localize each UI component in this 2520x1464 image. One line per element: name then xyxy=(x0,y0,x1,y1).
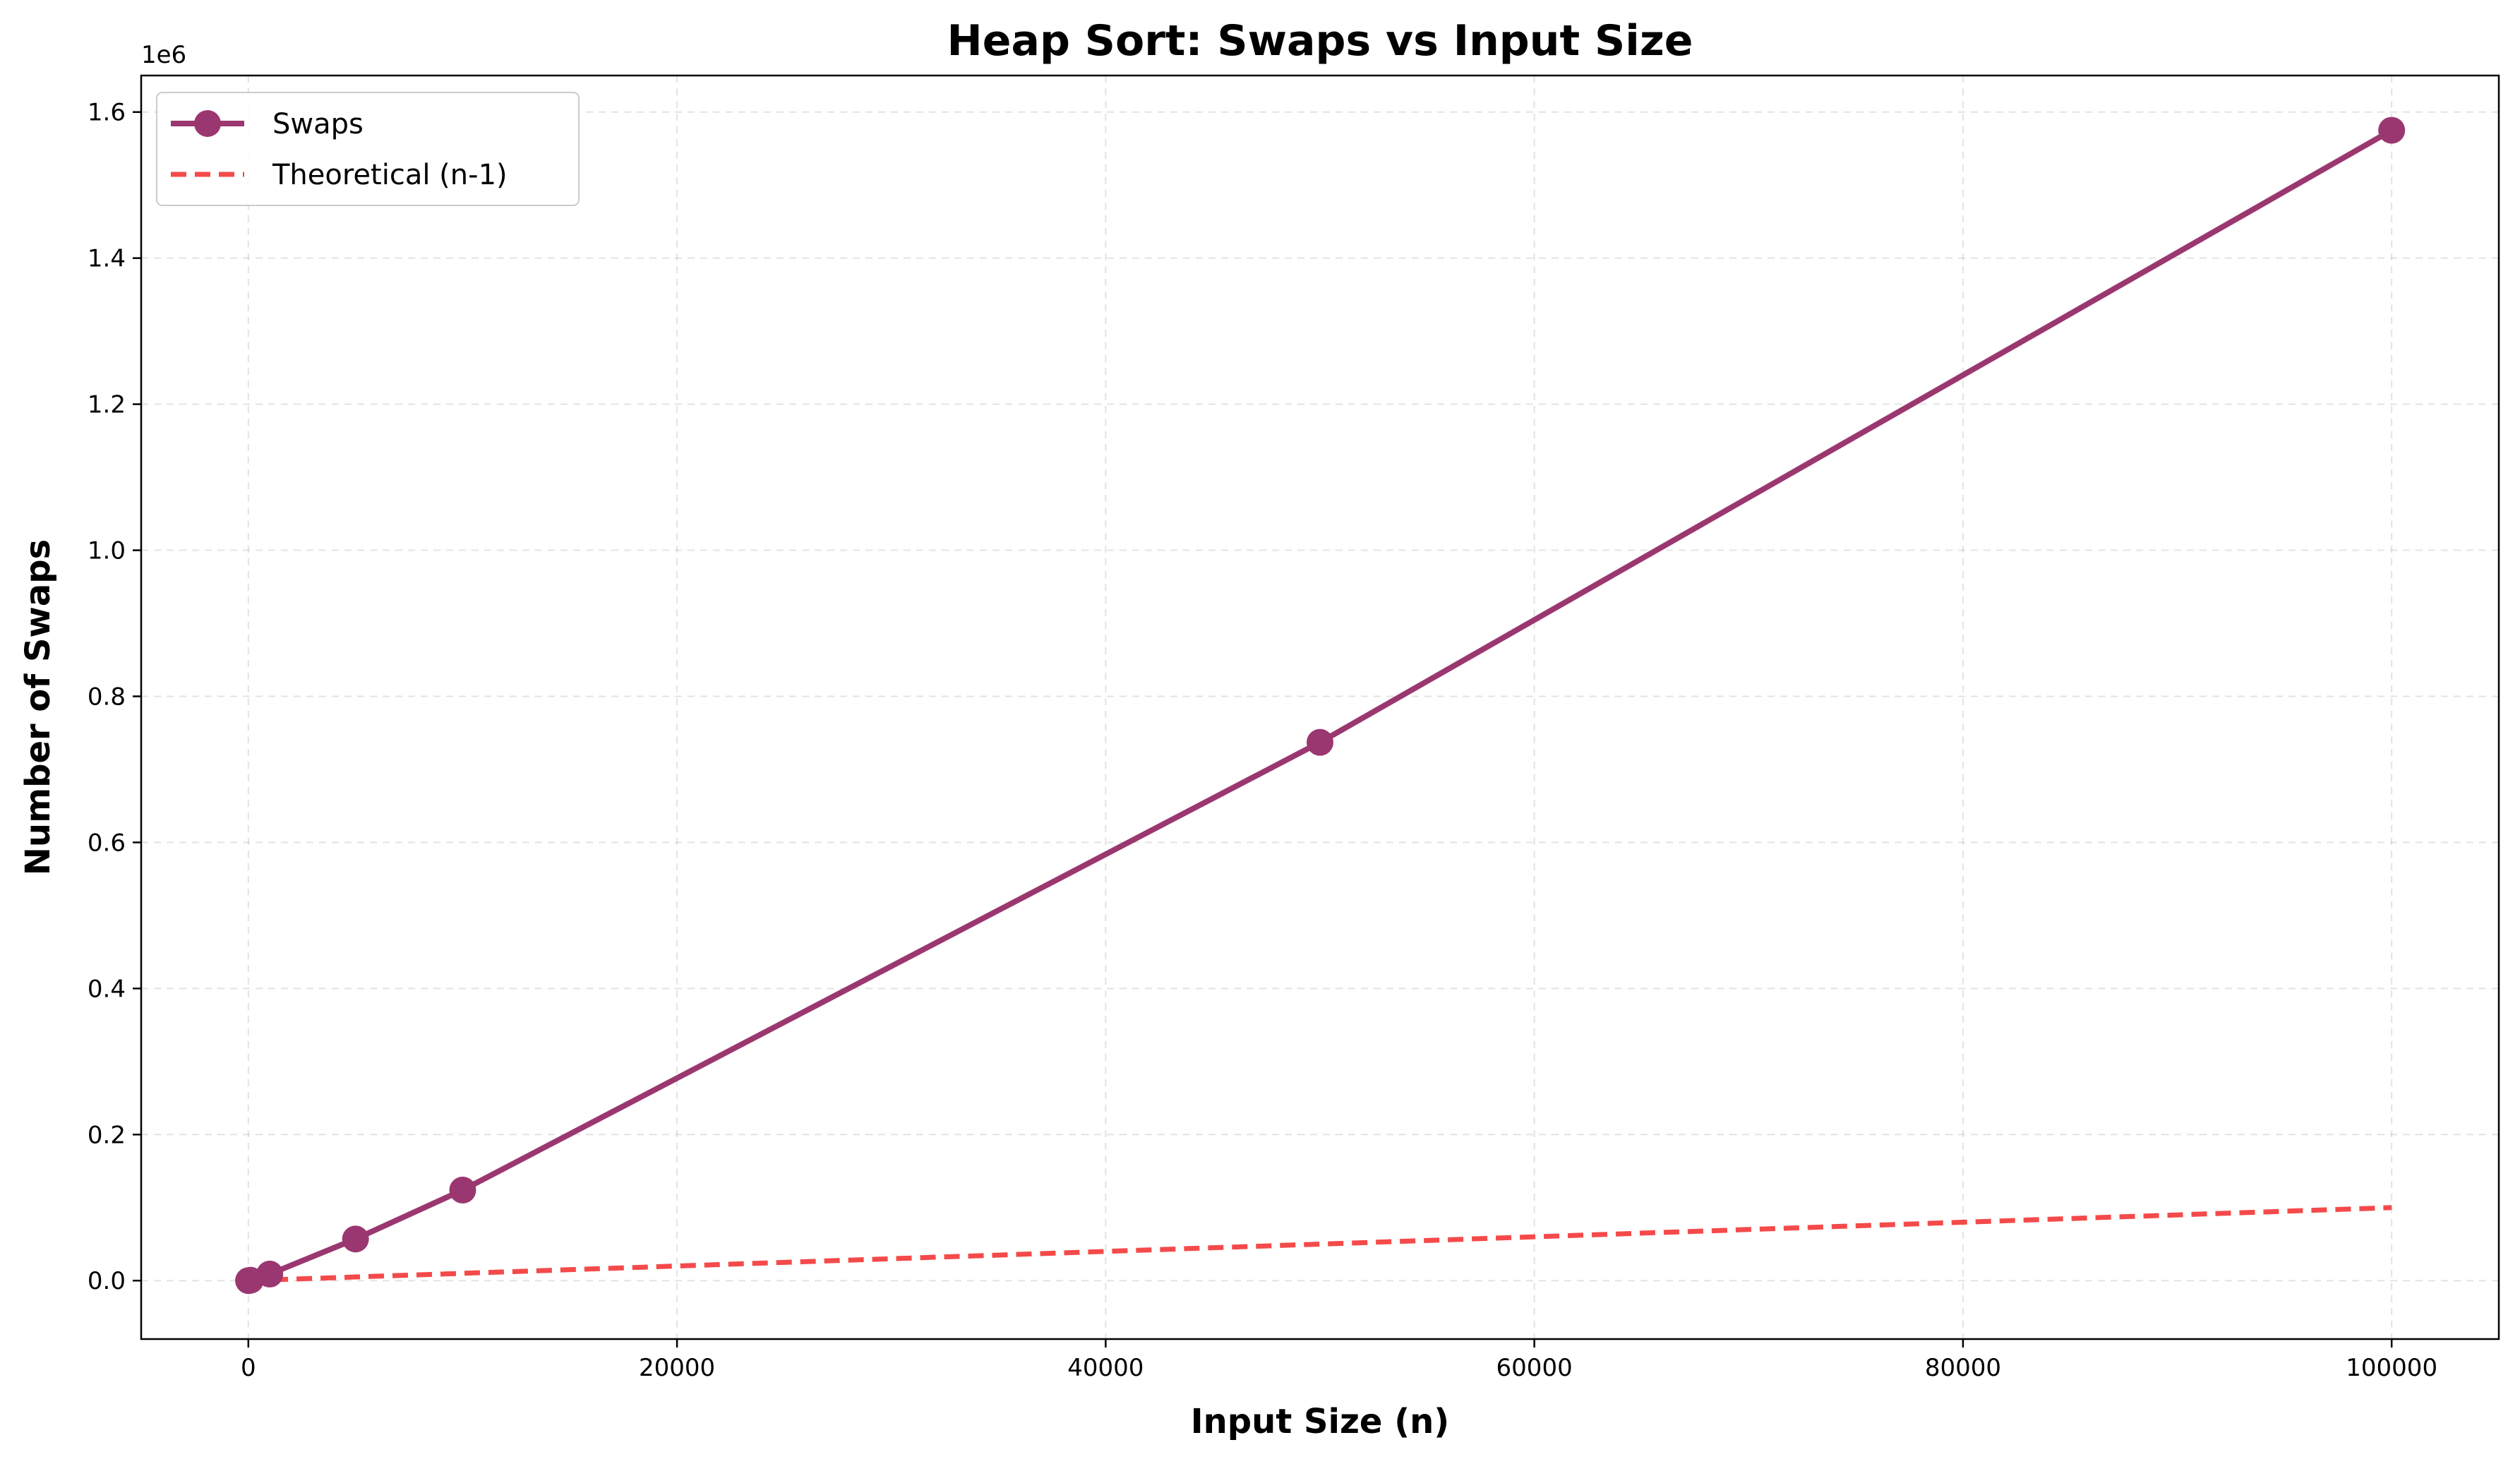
y-tick-label: 1.2 xyxy=(88,391,126,419)
y-tick-label: 0.8 xyxy=(88,683,126,711)
y-tick-label: 1.0 xyxy=(88,537,126,565)
y-tick-label: 0.2 xyxy=(88,1121,126,1149)
x-tick-label: 100000 xyxy=(2346,1354,2437,1382)
x-tick-label: 40000 xyxy=(1067,1354,1144,1382)
x-tick-label: 20000 xyxy=(639,1354,715,1382)
plot-frame xyxy=(140,74,2500,1340)
y-tick-label: 0.4 xyxy=(88,975,126,1003)
data-point-swaps xyxy=(256,1260,284,1288)
y-axis-title: Number of Swaps xyxy=(18,539,58,875)
x-tick-label: 0 xyxy=(241,1354,256,1382)
legend: Swaps Theoretical (n-1) xyxy=(156,92,580,206)
legend-marker-swaps xyxy=(194,110,221,137)
ticks: 0 20000 40000 60000 80000 100000 0.0 0.2 0.4 0.6 0… xyxy=(88,99,2437,1382)
x-tick-label: 80000 xyxy=(1925,1354,2001,1382)
x-axis-title: Input Size (n) xyxy=(1191,1402,1450,1441)
legend-label-swaps: Swaps xyxy=(272,108,364,140)
y-offset-label: 1e6 xyxy=(141,41,186,69)
y-tick-label: 1.4 xyxy=(88,245,126,273)
y-tick-label: 1.6 xyxy=(88,99,126,127)
chart-title: Heap Sort: Swaps vs Input Size xyxy=(947,16,1693,66)
series-layer xyxy=(235,116,2406,1295)
data-point-swaps xyxy=(2378,116,2406,144)
data-point-swaps xyxy=(342,1225,369,1253)
y-tick-label: 0.0 xyxy=(88,1267,126,1295)
data-point-swaps xyxy=(449,1176,476,1204)
y-tick-label: 0.6 xyxy=(88,829,126,857)
data-point-swaps xyxy=(1307,728,1333,756)
legend-box xyxy=(156,92,580,206)
x-tick-label: 60000 xyxy=(1496,1354,1573,1382)
legend-label-theoretical: Theoretical (n-1) xyxy=(272,159,508,191)
